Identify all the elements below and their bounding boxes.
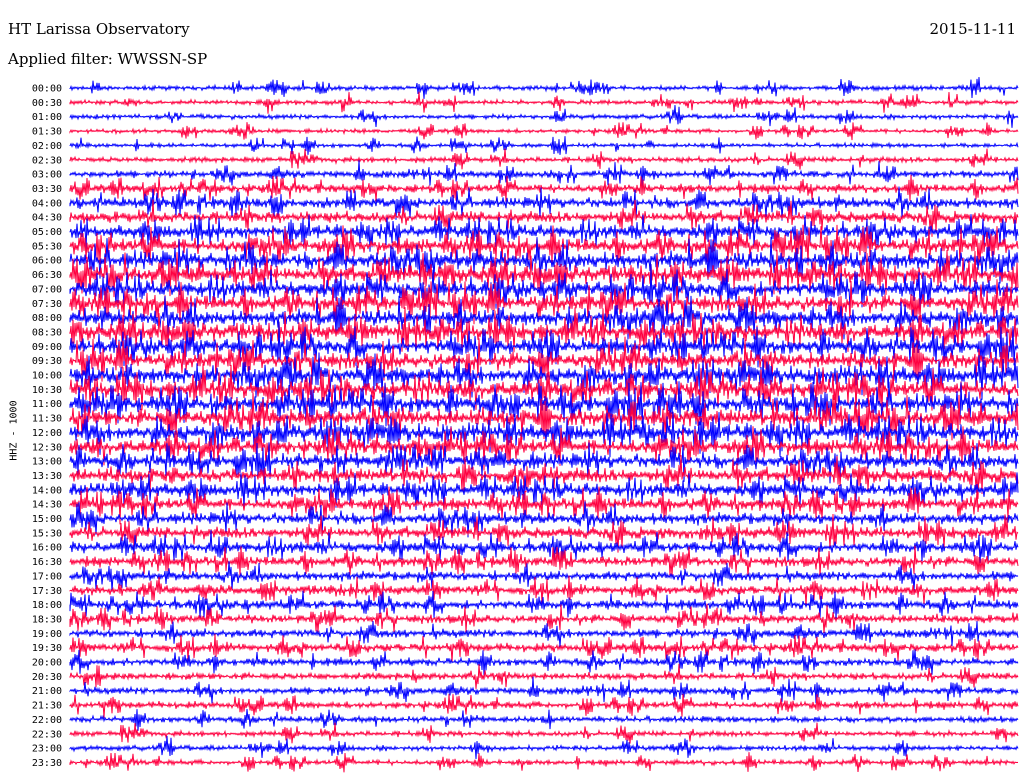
seismic-trace xyxy=(69,264,1019,311)
seismic-trace xyxy=(69,321,1019,369)
seismic-trace xyxy=(69,440,1019,484)
time-tick-label: 20:30 xyxy=(32,672,62,683)
time-tick-label: 10:30 xyxy=(32,385,62,396)
time-tick-label: 06:30 xyxy=(32,270,62,281)
seismic-trace xyxy=(69,411,1019,458)
seismic-trace xyxy=(69,214,1019,253)
time-tick-label: 15:00 xyxy=(32,514,62,525)
time-tick-label: 17:00 xyxy=(32,571,62,582)
seismic-trace xyxy=(69,279,1019,325)
seismic-trace xyxy=(69,722,1019,744)
time-tick-label: 05:00 xyxy=(32,227,62,238)
seismic-trace xyxy=(69,649,1019,675)
seismic-trace xyxy=(69,160,1019,187)
time-tick-label: 04:00 xyxy=(32,198,62,209)
seismic-trace xyxy=(69,708,1019,731)
time-tick-label: 00:00 xyxy=(32,84,62,95)
time-tick-label: 02:00 xyxy=(32,141,62,152)
seismic-trace xyxy=(69,752,1019,773)
seismic-trace xyxy=(69,620,1019,648)
time-tick-label: 00:30 xyxy=(32,98,62,109)
seismic-trace xyxy=(69,513,1019,553)
seismic-trace xyxy=(69,590,1019,620)
time-tick-label: 09:00 xyxy=(32,342,62,353)
seismic-trace xyxy=(69,136,1019,155)
time-tick-label: 23:30 xyxy=(32,758,62,769)
time-tick-label: 16:00 xyxy=(32,543,62,554)
seismic-trace xyxy=(69,105,1019,128)
time-tick-label: 10:00 xyxy=(32,371,62,382)
time-tick-label: 20:00 xyxy=(32,658,62,669)
time-tick-label: 07:30 xyxy=(32,299,62,310)
seismic-trace xyxy=(69,693,1019,718)
seismic-trace xyxy=(69,545,1019,577)
date-label: 2015-11-11 xyxy=(929,20,1016,38)
seismic-trace xyxy=(69,603,1019,634)
seismic-trace xyxy=(69,336,1019,383)
time-tick-label: 13:00 xyxy=(32,457,62,468)
seismic-trace xyxy=(69,561,1019,593)
seismic-trace xyxy=(69,530,1019,564)
time-tick-label: 21:00 xyxy=(32,686,62,697)
time-tick-label: 06:00 xyxy=(32,256,62,267)
time-tick-label: 17:30 xyxy=(32,586,62,597)
seismic-trace xyxy=(69,486,1019,525)
time-tick-label: 03:30 xyxy=(32,184,62,195)
seismic-trace xyxy=(69,148,1019,170)
time-tick-label: 19:30 xyxy=(32,643,62,654)
time-tick-label: 01:30 xyxy=(32,127,62,138)
time-tick-label: 08:30 xyxy=(32,327,62,338)
seismic-trace xyxy=(69,501,1019,538)
seismic-trace xyxy=(69,426,1019,471)
seismic-trace xyxy=(69,735,1019,760)
time-tick-label: 11:30 xyxy=(32,414,62,425)
seismic-trace xyxy=(69,199,1019,237)
time-tick-label: 05:30 xyxy=(32,241,62,252)
time-tick-label: 19:00 xyxy=(32,629,62,640)
time-tick-label: 13:30 xyxy=(32,471,62,482)
seismic-trace xyxy=(69,236,1019,286)
seismic-trace xyxy=(69,249,1019,298)
time-tick-label: 08:00 xyxy=(32,313,62,324)
seismic-trace xyxy=(69,224,1019,267)
time-tick-label: 15:30 xyxy=(32,528,62,539)
seismic-trace xyxy=(69,455,1019,499)
seismic-trace xyxy=(69,663,1019,689)
seismic-trace xyxy=(69,575,1019,606)
time-tick-label: 12:30 xyxy=(32,442,62,453)
seismic-trace xyxy=(69,381,1019,428)
time-tick-label: 16:30 xyxy=(32,557,62,568)
seismic-trace xyxy=(69,77,1019,99)
time-tick-label: 14:00 xyxy=(32,485,62,496)
time-tick-label: 01:00 xyxy=(32,112,62,123)
seismic-trace xyxy=(69,122,1019,141)
page-title: HT Larissa Observatory xyxy=(8,20,190,38)
time-tick-label: 21:30 xyxy=(32,701,62,712)
time-tick-label: 23:00 xyxy=(32,744,62,755)
seismic-trace xyxy=(69,174,1019,202)
time-tick-label: 18:00 xyxy=(32,600,62,611)
time-tick-label: 04:30 xyxy=(32,213,62,224)
time-tick-label: 12:00 xyxy=(32,428,62,439)
seismic-trace xyxy=(69,363,1019,416)
seismic-trace xyxy=(69,633,1019,663)
time-tick-label: 07:00 xyxy=(32,284,62,295)
time-tick-label: 22:00 xyxy=(32,715,62,726)
seismic-trace xyxy=(69,295,1019,340)
seismic-trace xyxy=(69,186,1019,221)
time-tick-label: 22:30 xyxy=(32,729,62,740)
time-tick-label: 11:00 xyxy=(32,399,62,410)
time-tick-label: 02:30 xyxy=(32,155,62,166)
time-tick-label: 18:30 xyxy=(32,614,62,625)
seismic-trace xyxy=(69,472,1019,511)
seismic-trace xyxy=(69,307,1019,353)
seismic-trace xyxy=(69,91,1019,114)
time-tick-label: 14:30 xyxy=(32,500,62,511)
time-tick-label: 09:30 xyxy=(32,356,62,367)
filter-label: Applied filter: WWSSN-SP xyxy=(8,50,208,68)
seismic-trace xyxy=(69,676,1019,704)
seismic-trace xyxy=(69,352,1019,400)
time-tick-label: 03:00 xyxy=(32,170,62,181)
